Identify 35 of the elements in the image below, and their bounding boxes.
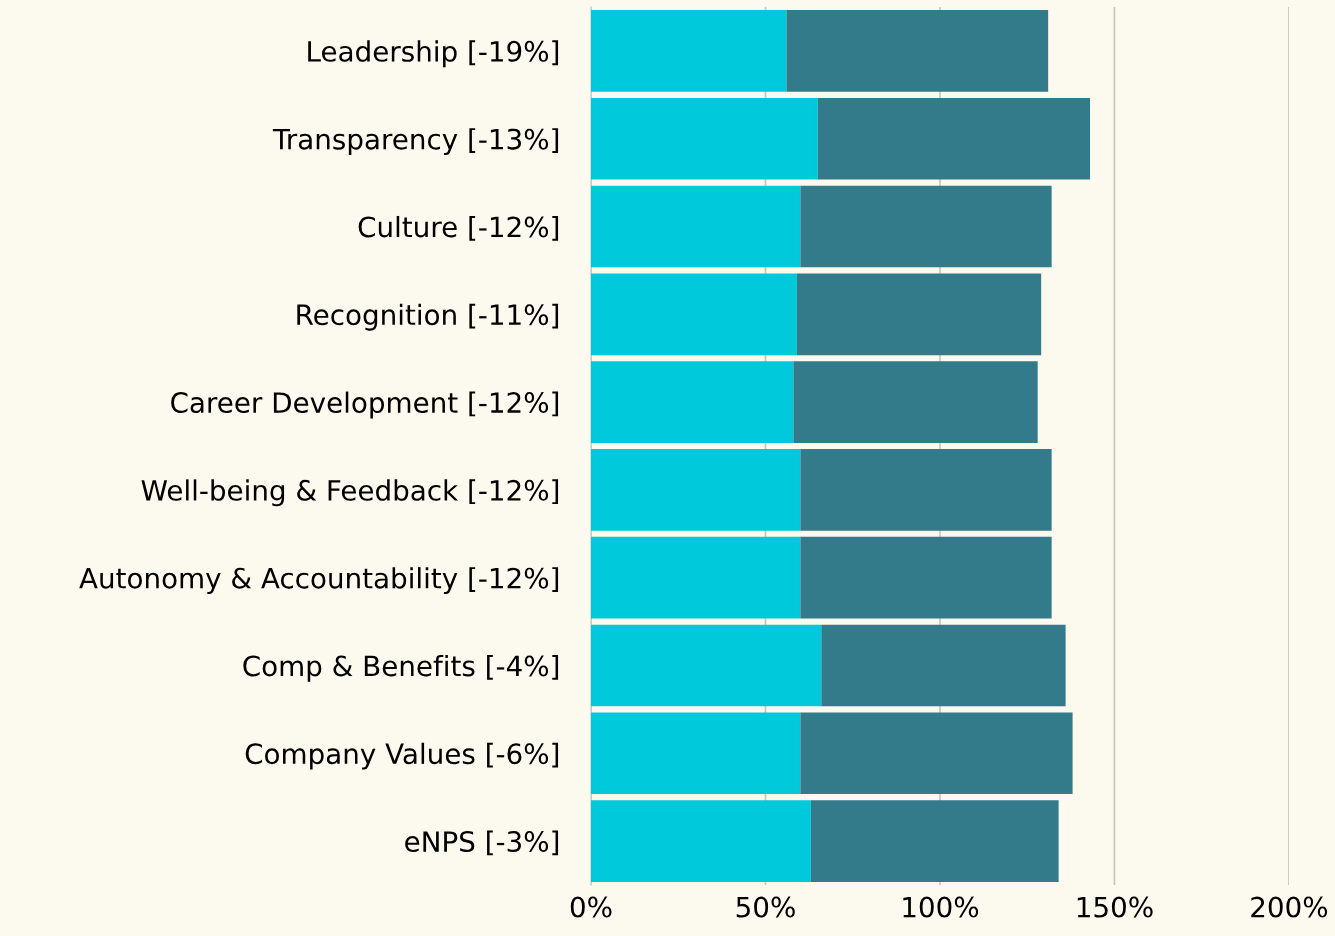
bar: [591, 449, 801, 531]
y-tick-label: Career Development [-12%]: [171, 391, 559, 419]
x-tick-label: 0%: [570, 896, 612, 918]
bar: [591, 97, 818, 180]
bar: [800, 712, 1073, 795]
y-tick-label: Company Values [-6%]: [245, 742, 559, 770]
y-tick-label: Leadership [-19%]: [308, 40, 559, 68]
bar: [591, 624, 822, 707]
bar: [591, 536, 801, 619]
y-tick-label: Comp & Benefits [-4%]: [243, 654, 559, 682]
y-tick-label: Autonomy & Accountability [-12%]: [79, 567, 559, 595]
bar: [800, 185, 1052, 268]
bar: [800, 449, 1052, 531]
x-tick-label: 200%: [1251, 896, 1328, 918]
bar: [810, 800, 1059, 882]
y-tick-label: Culture [-12%]: [358, 215, 559, 241]
bar: [591, 273, 797, 356]
y-tick-label: Well-being & Feedback [-12%]: [141, 479, 559, 507]
x-tick-label: 50%: [736, 896, 795, 918]
bar: [591, 800, 811, 882]
x-tick-label: 100%: [903, 896, 979, 918]
bar: [796, 273, 1042, 356]
bar: [817, 97, 1091, 180]
bar: [786, 10, 1049, 92]
bar: [793, 361, 1038, 443]
bar: [591, 10, 787, 92]
x-tick-label: 150%: [1077, 896, 1153, 918]
bar: [821, 624, 1066, 707]
y-tick-label: Transparency [-13%]: [272, 128, 559, 156]
bar: [591, 712, 801, 795]
y-tick-label: eNPS [-3%]: [405, 830, 559, 856]
bar: [800, 536, 1052, 619]
bar: [591, 185, 801, 268]
bar: [591, 361, 794, 443]
y-tick-label: Recognition [-11%]: [297, 303, 559, 331]
